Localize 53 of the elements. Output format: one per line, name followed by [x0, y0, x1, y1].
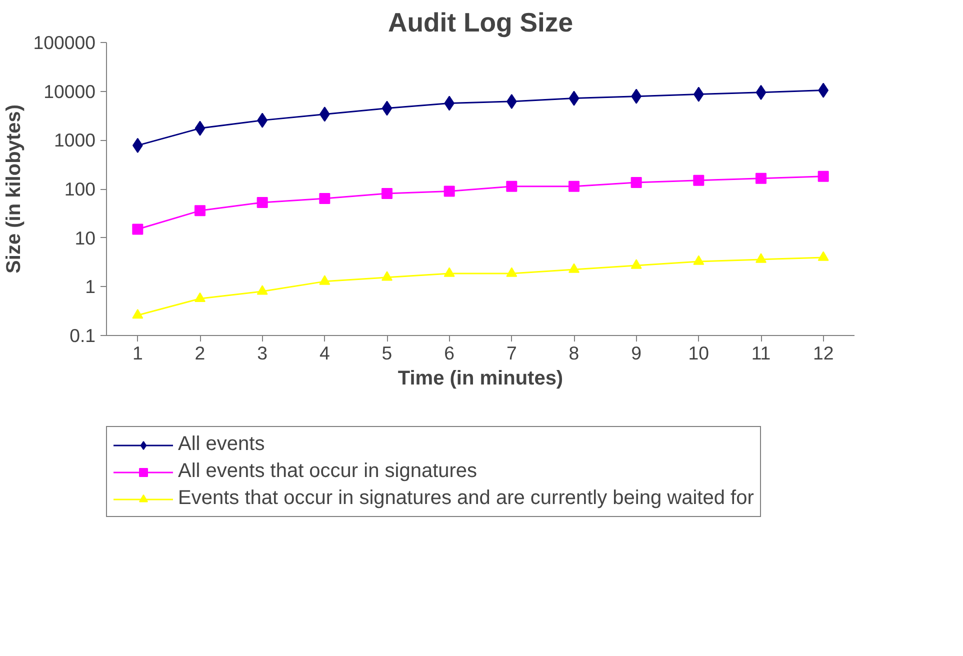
point	[444, 267, 455, 277]
y-tick-label: 0.1	[70, 325, 96, 346]
point	[194, 120, 206, 136]
x-axis-title: Time (in minutes)	[398, 368, 564, 390]
point	[630, 259, 642, 269]
x-tick-label: 10	[688, 342, 710, 364]
x-tick-label: 11	[751, 342, 771, 364]
point	[568, 263, 580, 273]
point	[506, 180, 518, 192]
chart-title: Audit Log Size	[388, 8, 574, 38]
x-tick-label: 5	[382, 342, 392, 364]
point	[319, 192, 330, 204]
x-tick-label: 2	[194, 342, 206, 364]
y-tick-label: 1	[85, 276, 96, 298]
x-tick-label: 12	[812, 342, 834, 364]
legend-label: Events that occur in signatures and are currently being waited for	[178, 487, 754, 510]
y-tick-label: 100000	[33, 32, 96, 53]
y-tick-label: 10000	[44, 80, 96, 102]
point	[756, 172, 766, 184]
point	[382, 188, 392, 199]
point	[256, 196, 268, 208]
legend-label: All events that occur in signatures	[178, 460, 478, 483]
point	[693, 174, 704, 186]
point	[630, 176, 642, 188]
legend-label: All events	[178, 433, 265, 456]
point	[444, 186, 455, 197]
point	[132, 308, 144, 319]
x-tick-label: 8	[568, 342, 580, 364]
point	[382, 271, 392, 281]
point	[818, 170, 829, 182]
point	[568, 90, 580, 106]
point	[194, 205, 206, 216]
point	[506, 267, 518, 277]
point	[693, 255, 704, 265]
x-tick-label: 9	[631, 342, 642, 364]
y-axis-title: Size (in kilobytes)	[3, 104, 26, 274]
point	[194, 292, 206, 302]
x-tick-label: 3	[257, 342, 268, 364]
y-tick-label: 100	[64, 178, 96, 200]
x-tick-label: 7	[506, 342, 517, 364]
point	[319, 275, 330, 285]
x-tick-label: 4	[319, 342, 330, 364]
point	[568, 180, 580, 192]
point	[818, 251, 829, 261]
x-tick-label: 6	[444, 342, 455, 364]
y-tick-label: 10	[74, 227, 96, 248]
point	[132, 224, 144, 235]
point	[756, 253, 766, 263]
y-tick-label: 1000	[54, 130, 96, 151]
point	[382, 100, 392, 116]
x-tick-label: 1	[132, 342, 143, 364]
point	[756, 84, 766, 100]
point	[256, 285, 268, 295]
